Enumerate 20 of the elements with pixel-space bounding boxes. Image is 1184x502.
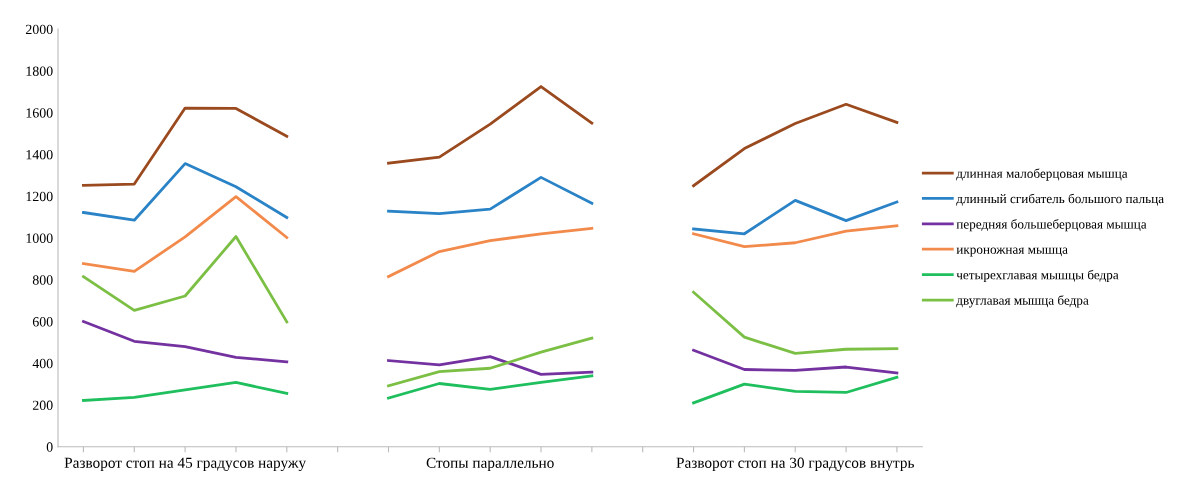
y-tick-label: 1200 bbox=[26, 191, 53, 202]
y-tick-label: 200 bbox=[32, 400, 53, 410]
legend-label: передняя большеберцовая мышца bbox=[956, 219, 1147, 232]
y-tick-label: 1600 bbox=[26, 108, 53, 118]
legend-label: двуглавая мышца бедра bbox=[956, 295, 1089, 308]
legend-label: длинная малоберцовая мышца bbox=[956, 168, 1128, 181]
x-tick-label: Разворот стоп на 30 градусов внутрь bbox=[676, 457, 914, 472]
y-tick-label: 800 bbox=[32, 275, 53, 285]
legend-label: четырехглавая мышцы бедра bbox=[956, 269, 1119, 283]
legend-label: длинный сгибатель большого пальца bbox=[956, 193, 1164, 206]
y-tick-label: 1000 bbox=[26, 233, 53, 243]
legend-label: икроножная мышца bbox=[956, 247, 1068, 257]
y-tick-label: 0 bbox=[46, 442, 53, 452]
x-tick-label: Разворот стоп на 45 градусов наружу bbox=[64, 457, 307, 472]
y-tick-label: 1400 bbox=[26, 150, 53, 160]
y-tick-label: 400 bbox=[32, 358, 53, 369]
x-tick-label: Стопы параллельно bbox=[426, 457, 554, 472]
y-tick-label: 600 bbox=[32, 317, 53, 327]
y-tick-label: 1800 bbox=[26, 66, 53, 76]
y-tick-label: 2000 bbox=[25, 24, 53, 35]
